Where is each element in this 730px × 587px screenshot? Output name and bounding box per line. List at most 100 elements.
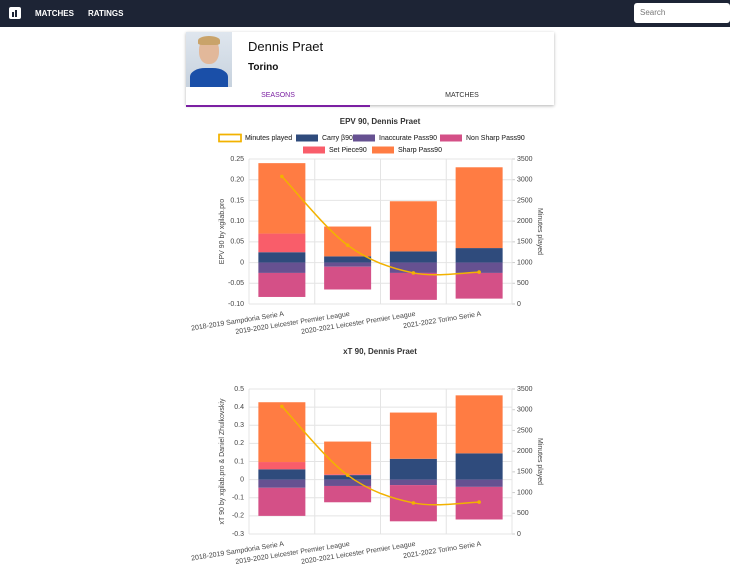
chart-title: xT 90, Dennis Praet <box>343 347 417 356</box>
legend-swatch <box>296 134 318 142</box>
legend-swatch <box>353 134 375 142</box>
bar-segment <box>389 458 437 480</box>
y-tick-label: 0.20 <box>230 177 244 184</box>
bar-segment <box>455 395 503 454</box>
bar-segment <box>389 201 437 252</box>
y-tick-label: -0.3 <box>232 531 244 538</box>
x-tick-label: 2020-2021 Leicester Premier League <box>301 311 416 336</box>
bar-segment <box>389 479 437 486</box>
bar-segment <box>324 485 372 503</box>
y2-tick-label: 1000 <box>517 489 533 496</box>
tab[interactable]: MATCHES <box>445 92 479 99</box>
y-tick-label: -0.10 <box>228 301 244 308</box>
bar-segment <box>455 272 503 299</box>
bar-segment <box>389 262 437 273</box>
line-point <box>411 501 416 505</box>
y-tick-label: -0.2 <box>232 513 244 520</box>
bar-segment <box>324 262 372 267</box>
y2-tick-label: 1000 <box>517 259 533 266</box>
bar-segment <box>324 479 372 486</box>
bar-segment <box>258 469 306 480</box>
y2-tick-label: 2500 <box>517 197 533 204</box>
legend-label: Sharp Pass90 <box>398 147 442 154</box>
profile-card: Dennis Praet Torino SEASONS MATCHES <box>186 32 554 107</box>
legend-label: Sharp Pass90 <box>398 147 442 154</box>
bar-segment <box>324 256 372 263</box>
y2-tick-label: 3500 <box>517 386 533 393</box>
legend-swatch <box>440 134 462 142</box>
bar-segment <box>389 412 437 459</box>
bar-segment <box>258 272 306 297</box>
bar-segment <box>455 453 503 480</box>
y2-axis-label: Minutes played <box>536 208 543 255</box>
y-tick-label: 0.1 <box>234 458 244 465</box>
y2-tick-label: 1500 <box>517 469 533 476</box>
y-tick-label: -0.05 <box>228 280 244 287</box>
bar-segment <box>455 479 503 487</box>
y-tick-label: 0 <box>240 259 244 266</box>
y2-tick-label: 2000 <box>517 448 533 455</box>
player-name: Dennis Praet <box>248 39 324 54</box>
bar-segment <box>258 262 306 273</box>
bar-segment <box>258 462 306 470</box>
bar-segment <box>324 475 372 480</box>
line <box>281 175 480 276</box>
y-tick-label: -0.1 <box>232 495 244 502</box>
bar-segment <box>258 402 306 463</box>
line-point <box>280 174 284 179</box>
y-tick-label: 0.05 <box>230 239 244 246</box>
y2-tick-label: 0 <box>517 531 521 538</box>
nav-link[interactable]: RATINGS <box>88 9 124 18</box>
legend-label: Set Piece90 <box>329 147 367 154</box>
search-input[interactable]: Search <box>634 3 730 23</box>
line-point <box>411 271 416 275</box>
y-tick-label: 0.15 <box>230 197 244 204</box>
line-point <box>477 500 481 504</box>
y2-tick-label: 3000 <box>517 177 533 184</box>
y-tick-label: 0.10 <box>230 218 244 225</box>
tab-active[interactable]: SEASONS <box>186 89 370 107</box>
nav-link[interactable]: MATCHES <box>35 9 74 18</box>
legend-label: Inaccurate Pass90 <box>379 135 437 142</box>
y2-tick-label: 500 <box>517 510 529 517</box>
y2-tick-label: 2000 <box>517 218 533 225</box>
bar-segment <box>258 479 306 488</box>
legend-label: Carry β90 <box>322 135 353 142</box>
line-point <box>345 473 350 477</box>
line-point <box>280 404 284 409</box>
legend-label: Non Sharp Pass90 <box>466 135 525 142</box>
logo[interactable] <box>9 7 21 19</box>
bar-segment <box>258 252 306 263</box>
bar-segment <box>324 441 372 475</box>
line-point <box>345 243 350 247</box>
y-tick-label: 0 <box>240 476 244 483</box>
legend-label: Minutes played <box>245 135 292 142</box>
nav-bar: MATCHES RATINGS Search <box>0 0 730 27</box>
bar-segment <box>389 272 437 300</box>
y-tick-label: 0.5 <box>234 386 244 393</box>
bar-segment <box>324 266 372 290</box>
y2-tick-label: 2500 <box>517 427 533 434</box>
y-axis-label: EPV 90 by xgilab.pro <box>219 199 226 264</box>
legend-label: Set Piece90 <box>329 147 367 154</box>
y2-tick-label: 3500 <box>517 156 533 163</box>
bar-segment <box>455 248 503 263</box>
team-name: Torino <box>248 62 279 73</box>
legend-label: Inaccurate Pass90 <box>379 135 437 142</box>
line <box>281 405 480 506</box>
y-tick-label: 0.4 <box>234 404 244 411</box>
bar-segment <box>455 262 503 273</box>
y-tick-label: 0.2 <box>234 440 244 447</box>
player-photo <box>186 32 232 87</box>
bar-segment <box>258 163 306 234</box>
legend-swatch <box>218 133 242 143</box>
legend-label: Non Sharp Pass90 <box>466 135 525 142</box>
legend-label: Carry β90 <box>322 135 353 142</box>
y2-tick-label: 3000 <box>517 407 533 414</box>
bar-segment <box>389 251 437 263</box>
y2-tick-label: 0 <box>517 301 521 308</box>
legend-label: Minutes played <box>245 135 292 142</box>
legend-swatch <box>303 146 325 154</box>
